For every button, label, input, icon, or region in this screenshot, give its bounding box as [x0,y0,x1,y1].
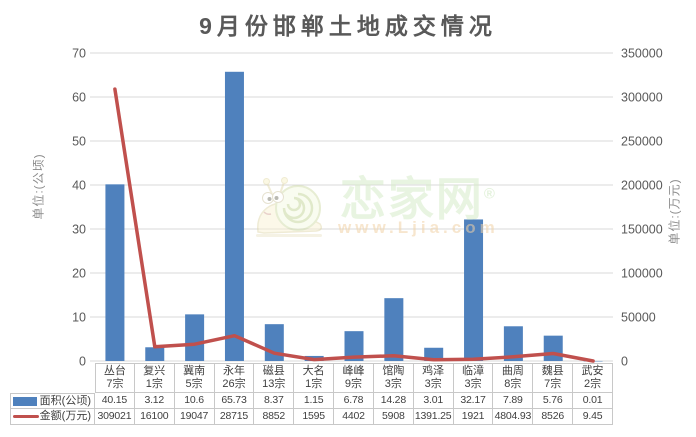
right-axis-tick-label: 0 [621,355,628,369]
table-value-cell: 309021 [95,409,135,425]
area-bar [105,184,125,361]
table-header-cell: 魏县 7宗 [533,363,574,393]
table-value-cell: 14.28 [373,393,414,409]
table-value-cell: 1921 [453,409,494,425]
right-axis-tick-label: 350000 [621,47,663,61]
amount-line [113,87,595,363]
table-value-cell: 8852 [254,409,295,425]
series-legend-label: 面积(公顷) [39,394,91,407]
left-axis-tick-label: 70 [72,47,86,61]
table-header-cell: 武安 2宗 [573,363,613,393]
series-legend-cell: 金额(万元) [10,409,95,425]
table-value-cell: 65.73 [214,393,255,409]
table-header-cell: 临漳 3宗 [453,363,494,393]
table-value-cell: 8526 [533,409,574,425]
area-bar [464,219,484,361]
table-value-cell: 9.45 [573,409,613,425]
table-header-cell: 馆陶 3宗 [373,363,414,393]
left-axis-tick-label: 10 [72,311,86,325]
series-legend-cell: 面积(公顷) [10,393,95,409]
area-bar [145,347,165,361]
table-header-cell: 永年 26宗 [214,363,255,393]
left-axis-tick-label: 20 [72,267,86,281]
left-axis-tick-label: 0 [79,355,86,369]
table-value-cell: 1.15 [294,393,335,409]
series-legend-label: 金额(万元) [39,410,91,423]
table-header-cell: 曲周 8宗 [493,363,534,393]
table-header-cell: 冀南 5宗 [174,363,215,393]
bar-series-swatch [13,396,37,406]
table-header-cell: 丛台 7宗 [95,363,135,393]
area-bar [344,331,364,361]
area-bar [224,71,244,362]
area-bar [384,298,404,361]
table-value-cell: 10.6 [174,393,215,409]
table-header-cell: 复兴 1宗 [134,363,175,393]
table-value-cell: 16100 [134,409,175,425]
table-value-cell: 3.12 [134,393,175,409]
area-bar [503,326,523,361]
left-axis-tick-label: 50 [72,135,86,149]
table-value-cell: 8.37 [254,393,295,409]
table-value-cell: 5.76 [533,393,574,409]
right-axis-tick-label: 250000 [621,135,663,149]
right-axis-tick-label: 300000 [621,91,663,105]
table-value-cell: 7.89 [493,393,534,409]
right-axis-tick-label: 50000 [621,311,656,325]
table-header-cell: 峰峰 9宗 [334,363,374,393]
table-header-cell: 鸡泽 3宗 [413,363,454,393]
table-value-cell: 28715 [214,409,255,425]
table-value-cell: 4804.93 [493,409,534,425]
table-value-cell: 19047 [174,409,215,425]
table-value-cell: 4402 [334,409,374,425]
left-axis-tick-label: 30 [72,223,86,237]
line-series-swatch [13,415,39,418]
area-bar [543,335,563,361]
table-value-cell: 6.78 [334,393,374,409]
table-value-cell: 5908 [373,409,414,425]
left-axis-tick-label: 40 [72,179,86,193]
table-value-cell: 40.15 [95,393,135,409]
table-value-cell: 32.17 [453,393,494,409]
table-value-cell: 3.01 [413,393,454,409]
right-axis-tick-label: 150000 [621,223,663,237]
area-bar [185,314,205,361]
right-axis-tick-label: 100000 [621,267,663,281]
left-axis-tick-label: 60 [72,91,86,105]
table-value-cell: 1595 [294,409,335,425]
data-table: 丛台 7宗 复兴 1宗 冀南 5宗 永年 26宗 磁县 13宗 大名 1宗 峰峰 9宗 馆陶 3宗 鸡泽 3宗 临漳… [10,363,613,425]
table-value-cell: 1391.25 [413,409,454,425]
right-axis-tick-label: 200000 [621,179,663,193]
table-corner [10,363,95,393]
table-header-cell: 磁县 13宗 [254,363,295,393]
table-header-cell: 大名 1宗 [294,363,335,393]
table-value-cell: 0.01 [573,393,613,409]
chart-title: 9月份邯郸土地成交情况 [199,13,497,39]
